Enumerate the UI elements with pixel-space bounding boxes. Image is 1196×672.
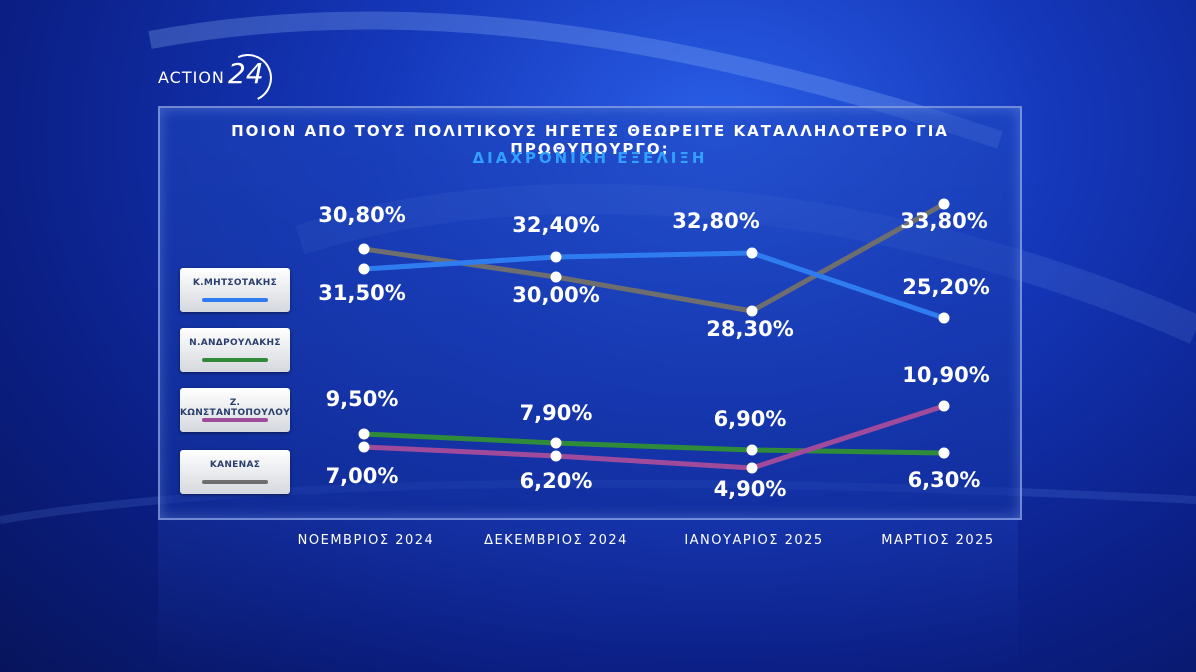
legend-item-androulakis: Ν.ΑΝΔΡΟΥΛΑΚΗΣ [180,328,290,372]
data-label: 25,20% [902,275,989,299]
data-label: 6,30% [908,468,981,492]
data-point [938,400,950,412]
legend-item-kanenas: ΚΑΝΕΝΑΣ [180,450,290,494]
data-point [358,441,370,453]
channel-logo: ACTION 24 [158,47,279,109]
legend-swatch [202,298,268,302]
data-label: 33,80% [900,209,987,233]
data-point [358,243,370,255]
legend-item-mitsotakis: Κ.ΜΗΤΣΟΤΑΚΗΣ [180,268,290,312]
legend-label: Κ.ΜΗΤΣΟΤΑΚΗΣ [192,278,278,288]
data-label: 32,80% [672,209,759,233]
legend-label: Ν.ΑΝΔΡΟΥΛΑΚΗΣ [189,338,281,348]
data-point [938,312,950,324]
data-point [746,462,758,474]
legend-swatch [202,358,268,362]
data-point [550,251,562,263]
data-point [746,444,758,456]
panel-reflection [158,520,1018,672]
x-tick-label: ΝΟΕΜΒΡΙΟΣ 2024 [297,533,435,548]
data-point [938,198,950,210]
series-line [361,250,947,321]
chart-title: ΠΟΙΟΝ ΑΠΟ ΤΟΥΣ ΠΟΛΙΤΙΚΟΥΣ ΗΓΕΤΕΣ ΘΕΩΡΕΙΤ… [231,122,949,158]
data-point [358,263,370,275]
data-label: 28,30% [706,317,793,341]
legend-label: Ζ. ΚΩΝΣΤΑΝΤΟΠΟΥΛΟΥ [180,398,291,418]
data-point [550,437,562,449]
data-point [550,271,562,283]
legend-item-konstantopoulou: Ζ. ΚΩΝΣΤΑΝΤΟΠΟΥΛΟΥ [180,388,290,432]
data-point [746,305,758,317]
data-point [938,447,950,459]
x-tick-label: ΔΕΚΕΜΒΡΙΟΣ 2024 [484,533,628,548]
data-label: 4,90% [714,477,787,501]
legend-swatch [202,418,268,422]
x-tick-label: ΙΑΝΟΥΑΡΙΟΣ 2025 [684,533,824,548]
data-label: 30,80% [318,203,405,227]
data-label: 32,40% [512,213,599,237]
data-label: 6,20% [520,469,593,493]
data-point [746,247,758,259]
logo-number: 24 [228,57,264,90]
data-label: 31,50% [318,281,405,305]
data-point [358,428,370,440]
data-label: 30,00% [512,283,599,307]
data-label: 6,90% [714,407,787,431]
data-label: 9,50% [326,387,399,411]
data-label: 10,90% [902,363,989,387]
legend-label: ΚΑΝΕΝΑΣ [209,460,261,470]
data-point [550,450,562,462]
chart-subtitle: ΔΙΑΧΡΟΝΙΚΗ ΕΞΕΛΙΞΗ [472,149,708,167]
x-tick-label: ΜΑΡΤΙΟΣ 2025 [881,533,995,548]
data-label: 7,00% [326,464,399,488]
legend-swatch [202,480,268,484]
series-line [361,431,947,456]
series-line [361,403,947,471]
logo-word: ACTION [158,68,225,87]
data-label: 7,90% [520,401,593,425]
